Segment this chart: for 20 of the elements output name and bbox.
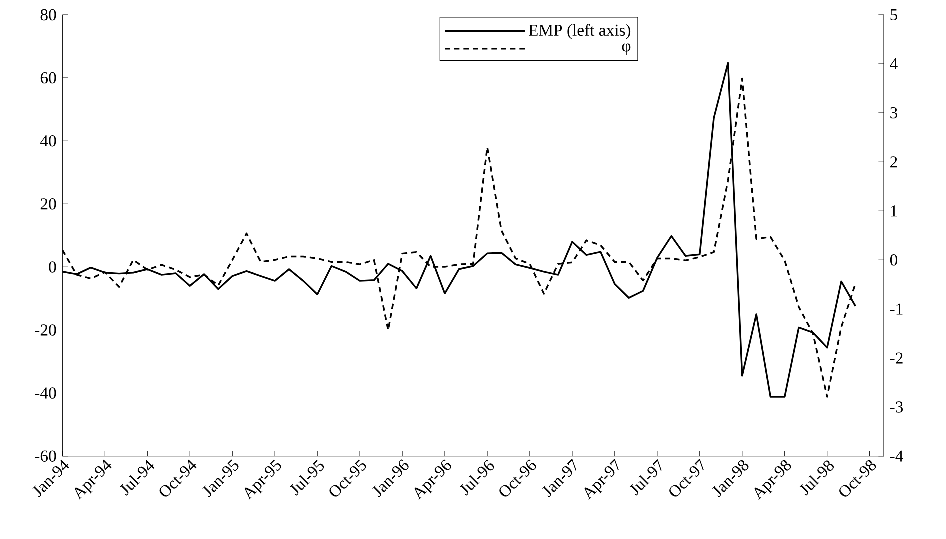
- y-tick-label: -20: [35, 324, 56, 336]
- y2-tick-label: 5: [890, 9, 898, 21]
- y-tick-label: 20: [40, 198, 56, 210]
- y2-tick-label: -2: [890, 352, 903, 364]
- legend-label: EMP (left axis): [529, 24, 631, 40]
- y2-tick-label: 4: [890, 58, 898, 70]
- y-tick-label: 80: [40, 9, 56, 21]
- y2-tick-label: 3: [890, 107, 898, 119]
- y2-tick-label: 2: [890, 156, 898, 168]
- y-tick-label: -60: [35, 450, 56, 462]
- y2-tick-label: 0: [890, 254, 898, 266]
- y-tick-label: 60: [40, 72, 56, 84]
- y2-tick-label: -3: [890, 402, 904, 413]
- y2-tick-label: -1: [890, 304, 903, 315]
- text: φ: [622, 44, 631, 56]
- y2-tick-label: -4: [890, 450, 904, 462]
- y-tick-label: 40: [40, 135, 56, 147]
- y-tick-label: -40: [35, 388, 56, 399]
- y-tick-label: 0: [49, 262, 56, 273]
- y2-tick-label: 1: [891, 206, 898, 217]
